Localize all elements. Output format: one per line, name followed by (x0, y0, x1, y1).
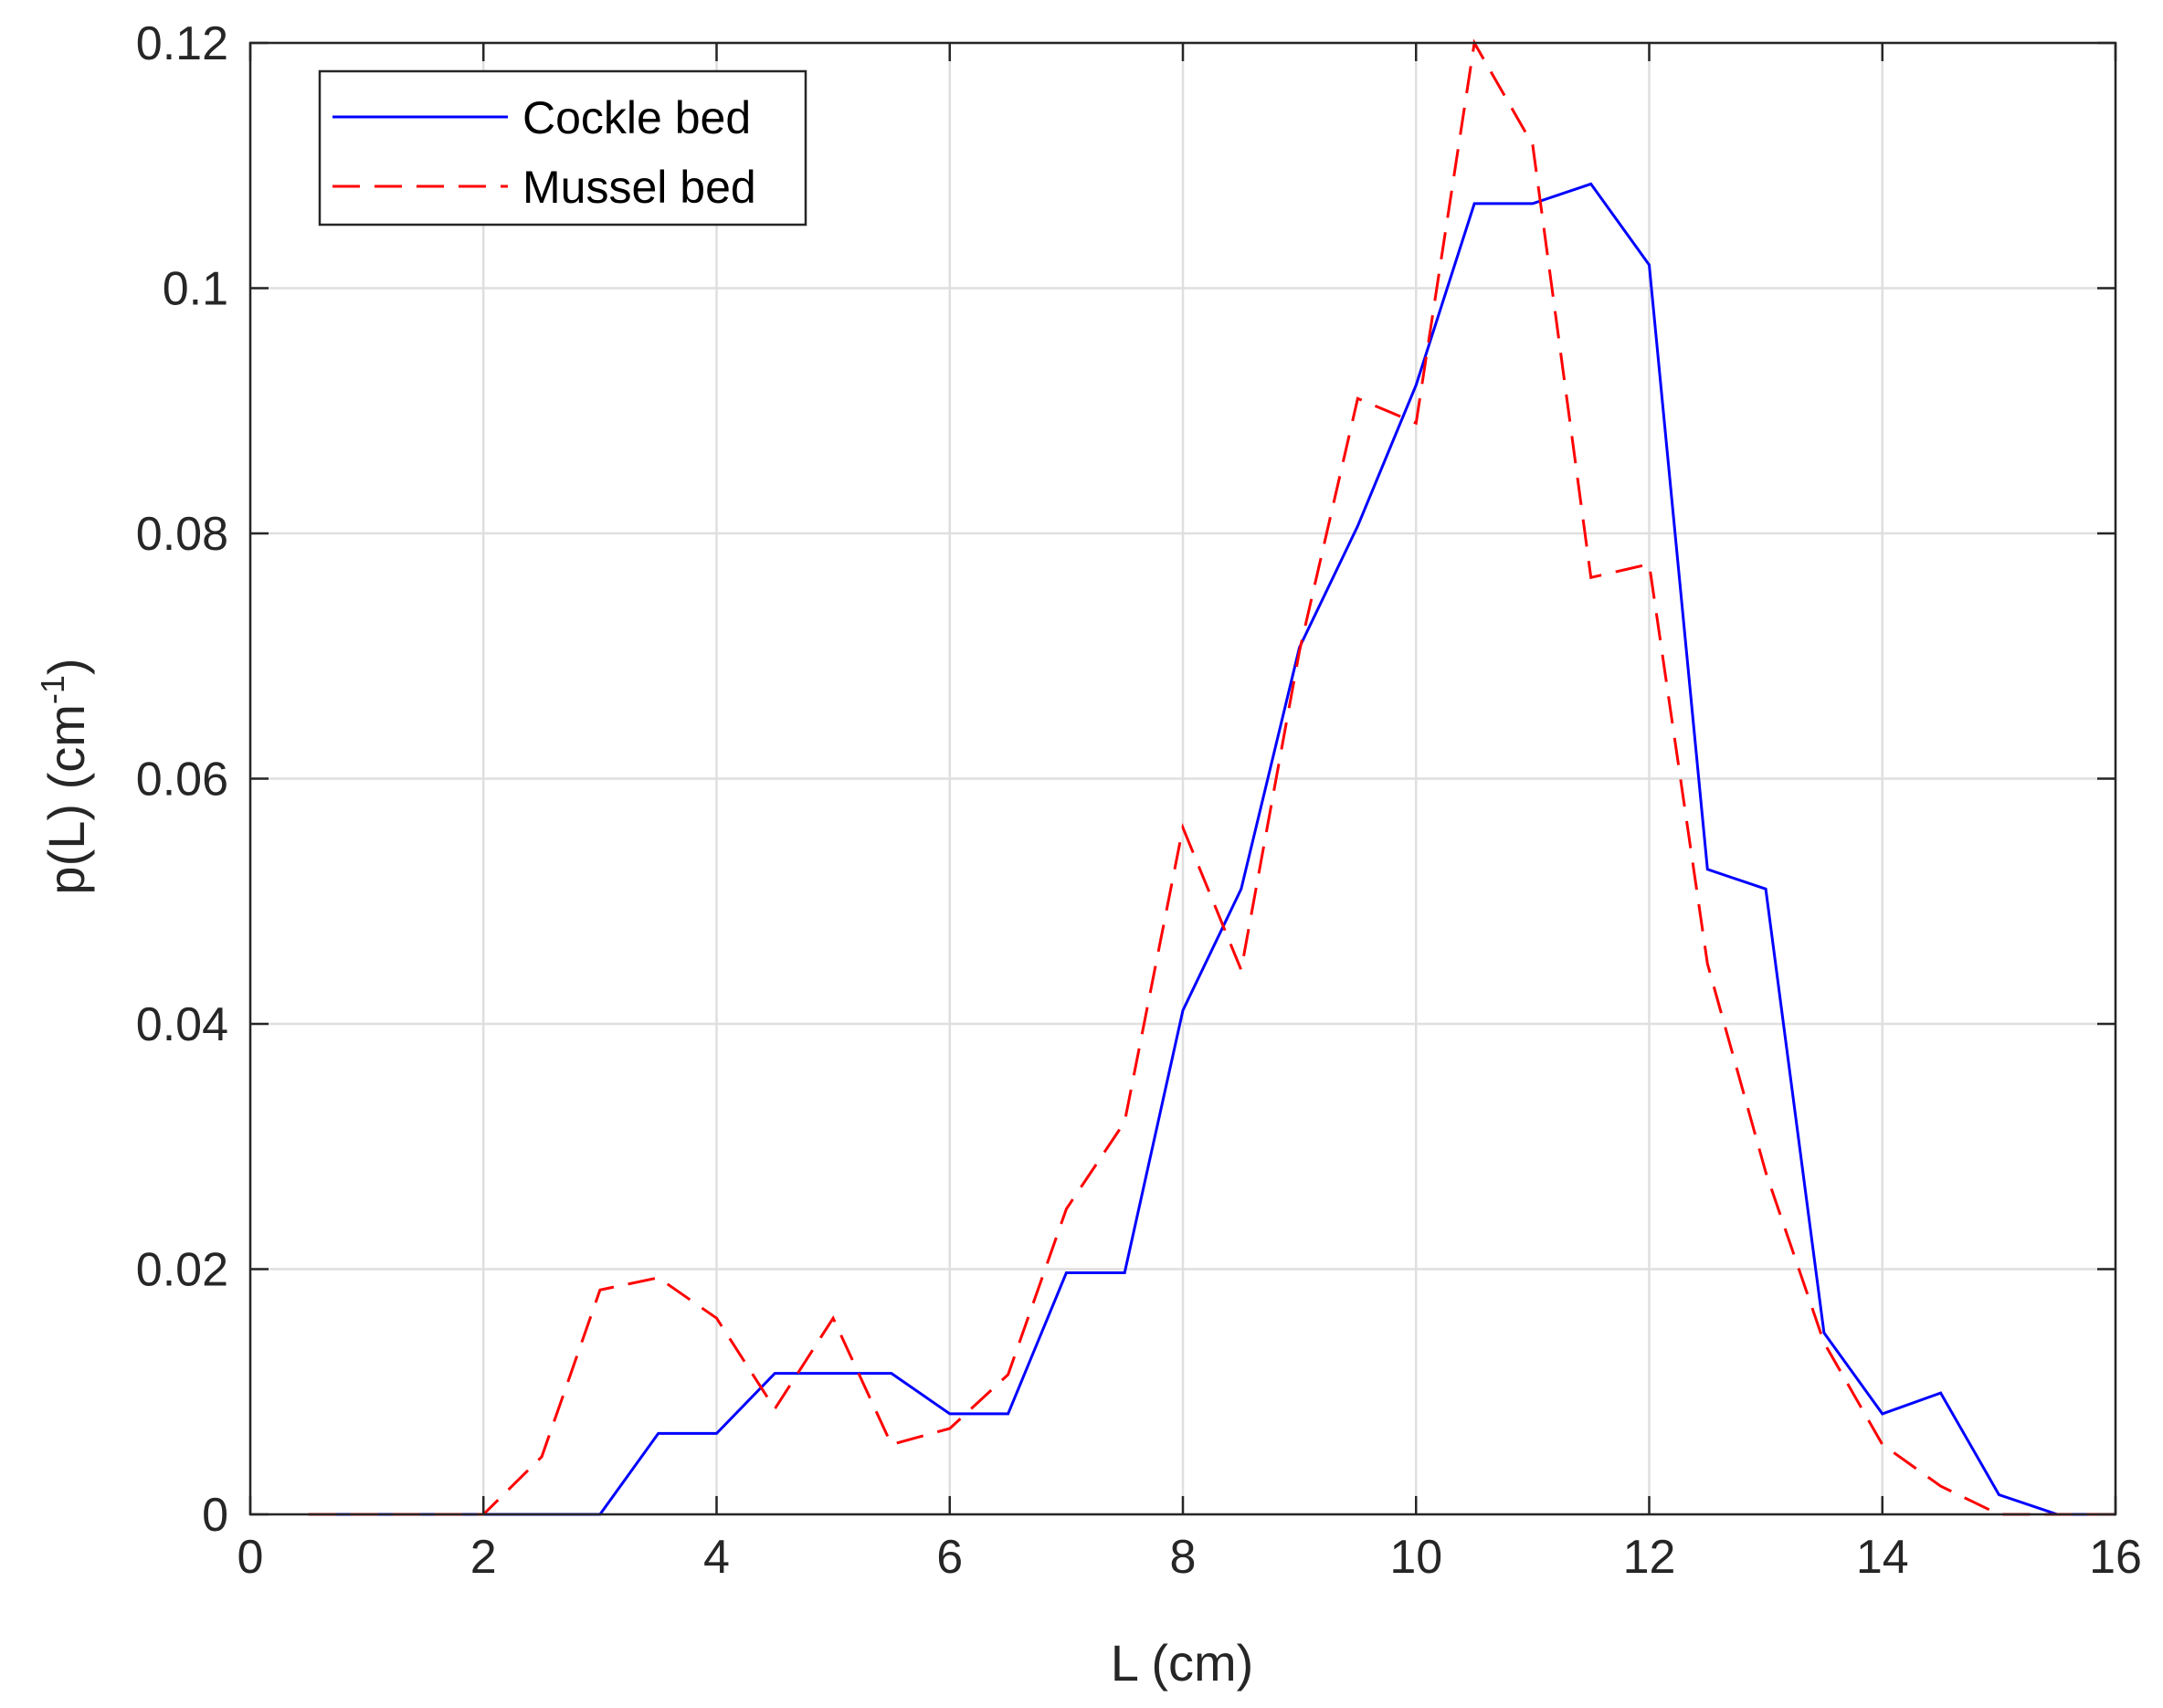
y-tick-labels: 0 0.02 0.04 0.06 0.08 0.1 0.12 (136, 17, 228, 1542)
series-layer (308, 38, 2116, 1516)
y-tick-label: 0.12 (136, 17, 228, 70)
y-tick-label: 0.1 (163, 263, 228, 316)
x-tick-label: 0 (237, 1531, 264, 1584)
mussel-bed-line (308, 38, 2116, 1516)
x-tick-label: 12 (1623, 1531, 1676, 1584)
x-tick-label: 16 (2089, 1531, 2142, 1584)
y-axis-label: p(L) (cm-1) (34, 658, 95, 894)
x-tick-label: 8 (1170, 1531, 1197, 1584)
y-axis-label-superscript: -1 (34, 675, 71, 704)
x-tick-label: 14 (1856, 1531, 1909, 1584)
y-tick-label: 0.08 (136, 508, 228, 561)
legend: Cockle bed Mussel bed (318, 69, 807, 227)
x-axis-label: L (cm) (1111, 1634, 1254, 1692)
y-tick-label: 0 (202, 1489, 228, 1542)
x-tick-label: 4 (703, 1531, 730, 1584)
legend-label-mussel-bed: Mussel bed (522, 162, 756, 213)
axis-ticks (248, 41, 2117, 1516)
y-tick-label: 0.06 (136, 754, 228, 807)
x-tick-label: 2 (470, 1531, 497, 1584)
cockle-bed-line (308, 182, 2116, 1516)
y-tick-label: 0.04 (136, 998, 228, 1051)
legend-label-cockle-bed: Cockle bed (522, 92, 751, 143)
x-tick-label: 10 (1389, 1531, 1442, 1584)
x-tick-labels: 0 2 4 6 8 10 12 14 16 (237, 1531, 2142, 1584)
y-axis-label-main: p(L) (cm (37, 704, 95, 894)
grid-lines (248, 41, 2117, 1516)
y-axis-label-close: ) (37, 658, 95, 675)
y-tick-label: 0.02 (136, 1244, 228, 1297)
x-tick-label: 6 (936, 1531, 963, 1584)
legend-box (318, 69, 807, 227)
